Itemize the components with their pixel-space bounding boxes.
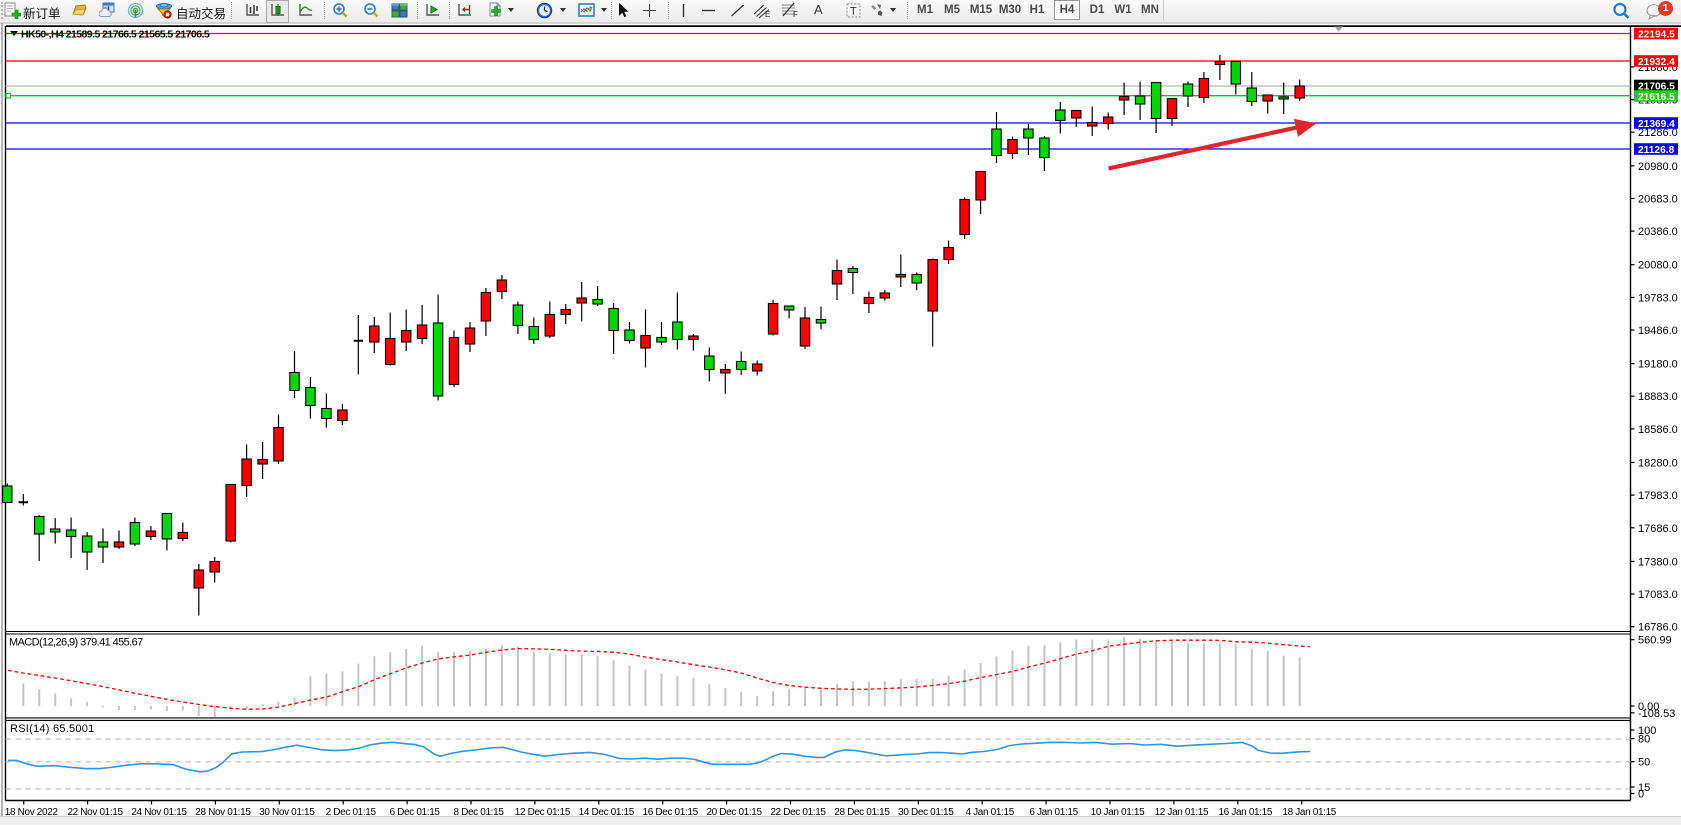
svg-text:20080.0: 20080.0 [1638, 260, 1678, 272]
svg-text:21126.8: 21126.8 [1638, 145, 1675, 156]
svg-text:30 Dec 01:15: 30 Dec 01:15 [898, 807, 954, 818]
svg-text:16 Jan 01:15: 16 Jan 01:15 [1218, 807, 1272, 818]
svg-text:4 Jan 01:15: 4 Jan 01:15 [965, 807, 1014, 818]
svg-text:MACD(12,26,9) 379.41 455.67: MACD(12,26,9) 379.41 455.67 [9, 637, 143, 649]
svg-text:17983.0: 17983.0 [1638, 490, 1678, 502]
svg-text:21369.4: 21369.4 [1638, 119, 1675, 130]
svg-text:17380.0: 17380.0 [1638, 556, 1678, 568]
svg-text:T: T [850, 6, 857, 18]
svg-text:22 Dec 01:15: 22 Dec 01:15 [770, 807, 826, 818]
svg-text:17083.0: 17083.0 [1638, 589, 1678, 601]
svg-text:18586.0: 18586.0 [1638, 424, 1678, 436]
svg-text:0.00: 0.00 [1638, 701, 1659, 713]
svg-text:15: 15 [1638, 782, 1650, 794]
svg-text:28 Dec 01:15: 28 Dec 01:15 [834, 807, 890, 818]
svg-text:50: 50 [1638, 757, 1650, 769]
svg-text:20 Dec 01:15: 20 Dec 01:15 [706, 807, 762, 818]
svg-text:-108.53: -108.53 [1638, 708, 1675, 720]
svg-text:20683.0: 20683.0 [1638, 194, 1678, 206]
svg-text:18280.0: 18280.0 [1638, 458, 1678, 470]
svg-text:2 Dec 01:15: 2 Dec 01:15 [326, 807, 377, 818]
svg-text:24 Nov 01:15: 24 Nov 01:15 [131, 807, 187, 818]
svg-text:6 Dec 01:15: 6 Dec 01:15 [390, 807, 441, 818]
svg-text:21706.5: 21706.5 [1638, 81, 1675, 92]
svg-text:19180.0: 19180.0 [1638, 359, 1678, 371]
svg-text:HK50-,H4 21589.5 21766.5 2156: HK50-,H4 21589.5 21766.5 21565.5 21706.5 [21, 28, 210, 40]
svg-text:21286.0: 21286.0 [1638, 127, 1678, 139]
svg-text:28 Nov 01:15: 28 Nov 01:15 [195, 807, 251, 818]
svg-text:8 Dec 01:15: 8 Dec 01:15 [453, 807, 504, 818]
svg-text:RSI(14) 65.5001: RSI(14) 65.5001 [10, 723, 94, 735]
svg-text:560.99: 560.99 [1638, 635, 1672, 647]
svg-text:16786.0: 16786.0 [1638, 622, 1678, 634]
svg-text:6 Jan 01:15: 6 Jan 01:15 [1029, 807, 1078, 818]
svg-text:20386.0: 20386.0 [1638, 226, 1678, 238]
svg-text:10 Jan 01:15: 10 Jan 01:15 [1091, 807, 1145, 818]
svg-text:22 Nov 01:15: 22 Nov 01:15 [67, 807, 123, 818]
svg-text:14 Dec 01:15: 14 Dec 01:15 [579, 807, 635, 818]
svg-text:12 Jan 01:15: 12 Jan 01:15 [1155, 807, 1209, 818]
svg-text:21932.4: 21932.4 [1638, 57, 1675, 68]
svg-text:17686.0: 17686.0 [1638, 523, 1678, 535]
svg-text:19486.0: 19486.0 [1638, 325, 1678, 337]
svg-text:19783.0: 19783.0 [1638, 292, 1678, 304]
svg-text:16 Dec 01:15: 16 Dec 01:15 [643, 807, 699, 818]
svg-text:21616.5: 21616.5 [1638, 92, 1675, 103]
svg-text:18 Jan 01:15: 18 Jan 01:15 [1282, 807, 1336, 818]
svg-text:80: 80 [1638, 734, 1650, 746]
svg-text:22194.5: 22194.5 [1638, 29, 1675, 40]
svg-text:18 Nov 2022: 18 Nov 2022 [5, 807, 59, 818]
svg-text:12 Dec 01:15: 12 Dec 01:15 [515, 807, 571, 818]
svg-text:100: 100 [1638, 725, 1656, 737]
svg-text:0: 0 [1638, 789, 1644, 801]
svg-text:20980.0: 20980.0 [1638, 161, 1678, 173]
svg-text:30 Nov 01:15: 30 Nov 01:15 [259, 807, 315, 818]
svg-text:18883.0: 18883.0 [1638, 391, 1678, 403]
